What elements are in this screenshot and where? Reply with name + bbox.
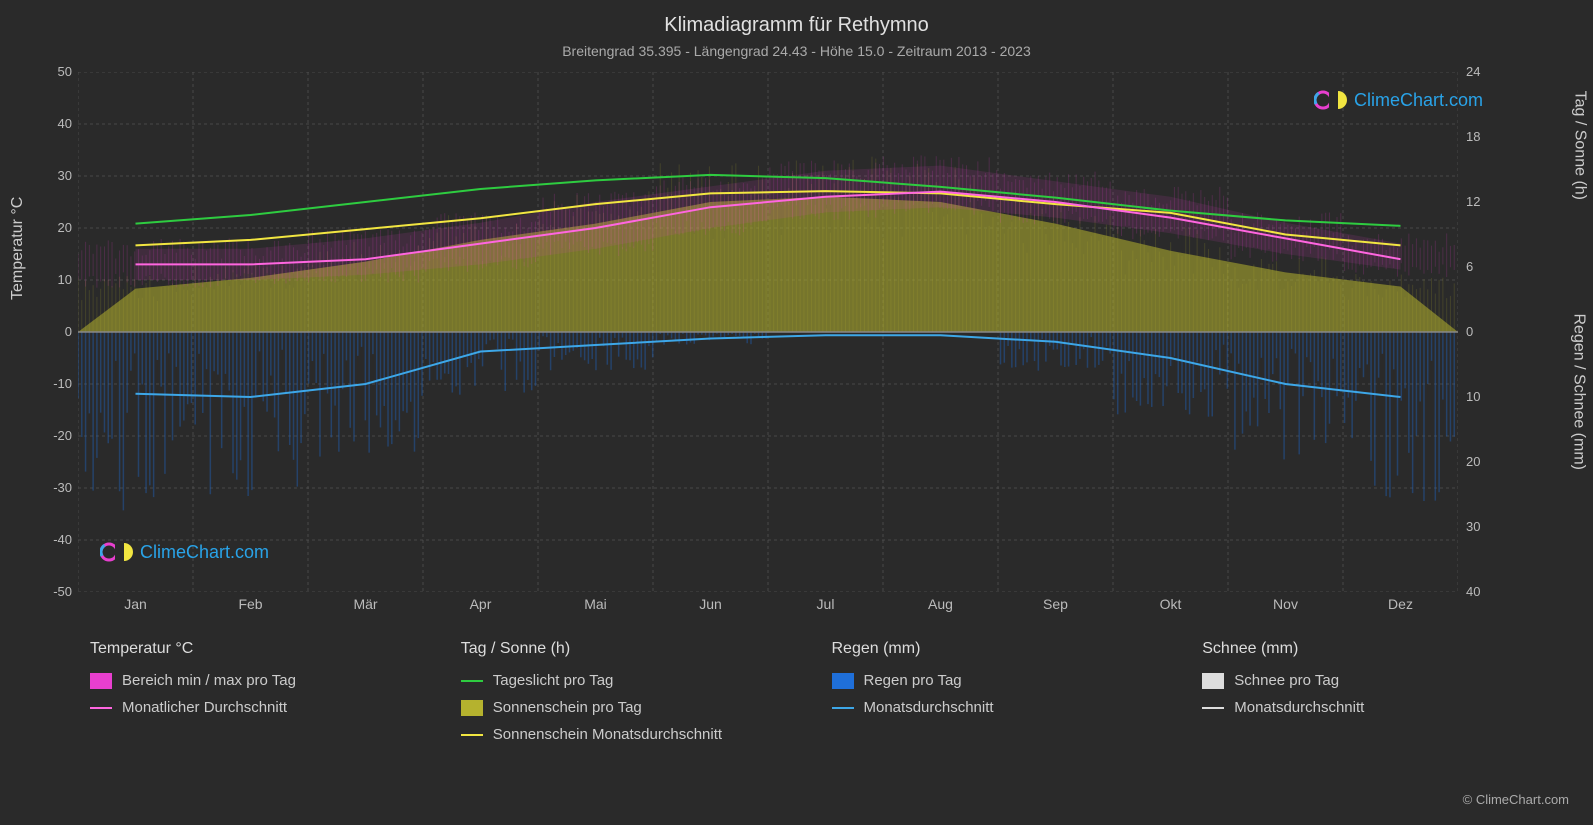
legend-group: Regen (mm) Regen pro Tag Monatsdurchschnit… [832,640,1183,753]
legend-item: Tageslicht pro Tag [461,672,812,689]
brand-logo-bottom: ClimeChart.com [100,540,269,564]
legend-group: Tag / Sonne (h) Tageslicht pro Tag Sonnens… [461,640,812,753]
legend-label: Sonnenschein pro Tag [493,699,642,716]
y-tick-right-top: 24 [1466,64,1504,79]
legend-swatch [90,673,112,689]
y-tick-left: 30 [34,168,72,183]
y-tick-left: 40 [34,116,72,131]
y-tick-right-top: 6 [1466,259,1504,274]
legend-item: Monatsdurchschnitt [1202,699,1553,716]
x-tick: Jan [78,596,193,612]
brand-icon [100,540,134,564]
legend-item: Regen pro Tag [832,672,1183,689]
legend-swatch [1202,707,1224,709]
y-tick-right-bot: 40 [1466,584,1504,599]
chart-svg [78,72,1458,592]
legend-label: Sonnenschein Monatsdurchschnitt [493,726,722,743]
y-tick-left: 0 [34,324,72,339]
x-tick: Mai [538,596,653,612]
y-axis-right-bot-label: Regen / Schnee (mm) [1570,313,1588,470]
legend-swatch [832,673,854,689]
legend-item: Bereich min / max pro Tag [90,672,441,689]
x-tick: Mär [308,596,423,612]
x-tick: Apr [423,596,538,612]
chart-area [78,72,1458,592]
y-tick-right-bot: 20 [1466,454,1504,469]
y-tick-left: -10 [34,376,72,391]
x-tick: Dez [1343,596,1458,612]
legend-swatch [461,734,483,736]
y-axis-right-top-label: Tag / Sonne (h) [1570,91,1588,200]
chart-title: Klimadiagramm für Rethymno [0,0,1593,37]
y-tick-left: -40 [34,532,72,547]
legend-item: Schnee pro Tag [1202,672,1553,689]
x-tick: Jul [768,596,883,612]
legend-label: Bereich min / max pro Tag [122,672,296,689]
legend-header: Temperatur °C [90,640,441,658]
y-axis-left-label: Temperatur °C [9,197,27,300]
y-tick-right-bot: 30 [1466,519,1504,534]
x-tick: Okt [1113,596,1228,612]
legend-label: Schnee pro Tag [1234,672,1339,689]
legend-swatch [1202,673,1224,689]
x-tick: Feb [193,596,308,612]
legend-label: Monatlicher Durchschnitt [122,699,287,716]
legend-group: Temperatur °C Bereich min / max pro Tag Mo… [90,640,441,753]
legend-swatch [832,707,854,709]
x-tick: Sep [998,596,1113,612]
y-tick-right-top: 18 [1466,129,1504,144]
legend-item: Monatsdurchschnitt [832,699,1183,716]
copyright: © ClimeChart.com [1463,792,1569,807]
y-tick-right-top: 12 [1466,194,1504,209]
y-tick-left: -30 [34,480,72,495]
brand-text: ClimeChart.com [140,542,269,563]
brand-logo-top: ClimeChart.com [1314,88,1483,112]
y-tick-right-top: 0 [1466,324,1504,339]
x-tick: Jun [653,596,768,612]
brand-icon [1314,88,1348,112]
y-tick-left: -50 [34,584,72,599]
x-ticks: JanFebMärAprMaiJunJulAugSepOktNovDez [78,596,1458,612]
legend-item: Sonnenschein pro Tag [461,699,812,716]
legend-label: Monatsdurchschnitt [864,699,994,716]
legend-header: Schnee (mm) [1202,640,1553,658]
x-tick: Nov [1228,596,1343,612]
legend-item: Sonnenschein Monatsdurchschnitt [461,726,812,743]
chart-subtitle: Breitengrad 35.395 - Längengrad 24.43 - … [0,37,1593,59]
legend-label: Monatsdurchschnitt [1234,699,1364,716]
legend-label: Regen pro Tag [864,672,962,689]
y-tick-right-bot: 10 [1466,389,1504,404]
x-tick: Aug [883,596,998,612]
legend-item: Monatlicher Durchschnitt [90,699,441,716]
y-tick-left: 50 [34,64,72,79]
legend-label: Tageslicht pro Tag [493,672,614,689]
y-tick-left: 10 [34,272,72,287]
legend-swatch [461,680,483,682]
legend-header: Tag / Sonne (h) [461,640,812,658]
y-tick-left: 20 [34,220,72,235]
legend: Temperatur °C Bereich min / max pro Tag Mo… [90,640,1553,753]
legend-swatch [461,700,483,716]
legend-swatch [90,707,112,709]
y-tick-left: -20 [34,428,72,443]
brand-text: ClimeChart.com [1354,90,1483,111]
legend-header: Regen (mm) [832,640,1183,658]
legend-group: Schnee (mm) Schnee pro Tag Monatsdurchschn… [1202,640,1553,753]
